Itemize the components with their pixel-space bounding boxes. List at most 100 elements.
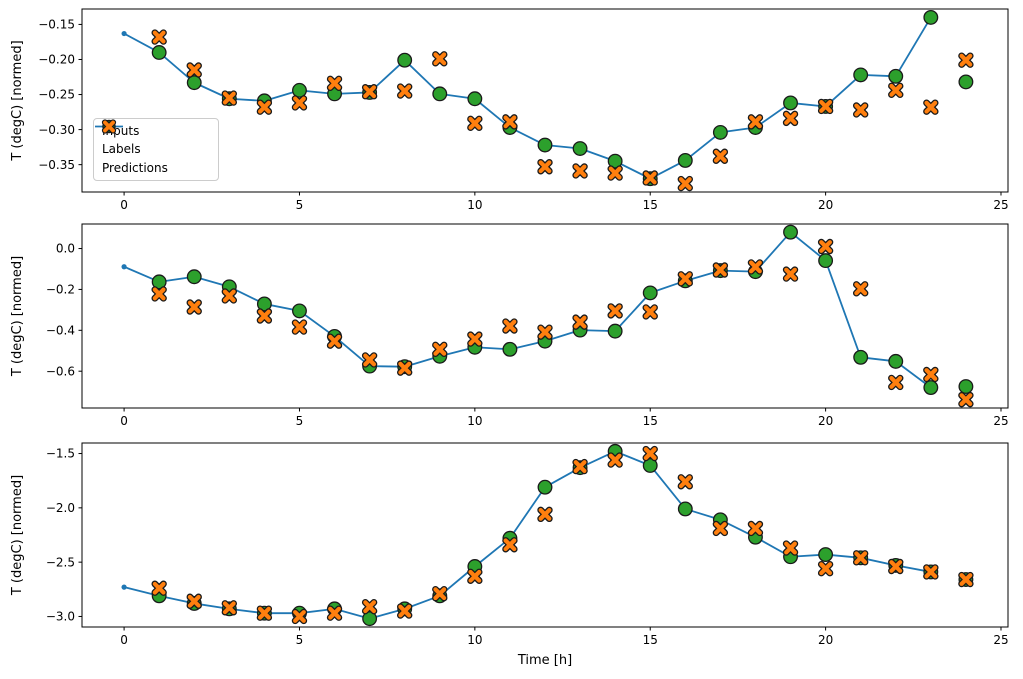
label-marker xyxy=(888,353,904,369)
prediction-marker xyxy=(187,63,201,77)
prediction-marker xyxy=(713,263,727,277)
prediction-marker xyxy=(503,538,517,552)
prediction-marker xyxy=(608,166,622,180)
prediction-marker xyxy=(573,460,587,473)
prediction-marker xyxy=(433,587,447,601)
legend-item-predictions: Predictions xyxy=(101,119,210,174)
label-marker xyxy=(923,9,939,25)
y-tick-label: −2.5 xyxy=(46,555,75,569)
x-tick-label: 20 xyxy=(818,414,833,428)
prediction-marker xyxy=(924,368,938,381)
label-marker xyxy=(677,501,693,517)
label-marker xyxy=(537,479,553,495)
prediction-marker xyxy=(293,320,306,334)
label-marker xyxy=(607,153,623,169)
label-marker xyxy=(256,296,272,312)
label-marker xyxy=(642,458,658,473)
prediction-marker xyxy=(889,83,903,97)
label-marker xyxy=(572,141,588,156)
prediction-marker xyxy=(713,149,727,163)
prediction-marker xyxy=(187,594,201,608)
label-marker xyxy=(186,75,202,91)
label-marker xyxy=(186,269,202,285)
label-marker xyxy=(292,82,307,98)
prediction-marker xyxy=(257,100,271,114)
prediction-marker xyxy=(959,393,973,407)
predictions-x-icon xyxy=(101,119,117,134)
label-marker xyxy=(292,303,307,319)
inputs-line xyxy=(123,231,932,389)
prediction-marker xyxy=(678,177,692,190)
prediction-marker xyxy=(889,560,903,573)
label-marker xyxy=(502,341,518,357)
prediction-marker xyxy=(398,84,412,98)
prediction-marker xyxy=(749,260,762,274)
prediction-marker xyxy=(854,551,868,565)
prediction-marker xyxy=(222,601,236,615)
x-axis-label: Time [h] xyxy=(517,653,572,668)
label-marker xyxy=(783,95,798,111)
prediction-marker xyxy=(503,319,517,333)
input-point-marker xyxy=(121,264,127,270)
y-tick-label: −0.25 xyxy=(38,88,75,102)
prediction-marker xyxy=(749,522,762,535)
prediction-marker xyxy=(222,289,236,303)
prediction-marker xyxy=(328,334,341,348)
label-marker xyxy=(712,124,728,140)
prediction-marker xyxy=(924,565,938,579)
x-tick-label: 10 xyxy=(467,414,482,428)
label-marker xyxy=(151,274,167,290)
prediction-marker xyxy=(784,267,797,281)
prediction-marker xyxy=(573,164,587,178)
label-marker xyxy=(958,379,974,394)
prediction-marker xyxy=(328,76,341,90)
prediction-marker xyxy=(433,342,447,356)
prediction-marker xyxy=(784,111,797,125)
input-point-marker xyxy=(121,30,127,37)
prediction-marker xyxy=(713,522,727,535)
y-axis-label: T (degC) [normed] xyxy=(10,256,25,377)
label-marker xyxy=(537,137,553,153)
x-tick-label: 5 xyxy=(296,198,304,212)
x-tick-label: 15 xyxy=(643,633,658,647)
legend-item-labels: Labels xyxy=(102,119,210,155)
y-tick-label: −0.15 xyxy=(38,18,75,32)
prediction-marker xyxy=(363,600,377,614)
label-marker xyxy=(818,253,834,269)
y-tick-label: −0.4 xyxy=(46,324,75,338)
y-tick-label: −3.0 xyxy=(46,610,75,624)
label-marker xyxy=(888,68,904,84)
prediction-marker xyxy=(749,115,762,129)
x-tick-label: 0 xyxy=(120,633,128,647)
label-marker xyxy=(362,611,378,627)
prediction-marker xyxy=(643,171,657,185)
y-tick-label: −1.5 xyxy=(46,447,75,461)
subplot-3: 0 5 10 15 20 25 −1.5 −2.0 −2.5 −3.0 T (degC) [norm… xyxy=(10,442,1009,668)
prediction-marker xyxy=(819,100,833,113)
prediction-marker xyxy=(222,91,236,105)
prediction-marker xyxy=(503,115,517,129)
label-marker xyxy=(642,285,658,301)
y-tick-label: −0.20 xyxy=(38,53,75,67)
prediction-marker xyxy=(152,30,166,44)
prediction-marker xyxy=(643,305,657,319)
label-marker xyxy=(151,45,167,60)
prediction-marker xyxy=(678,272,692,286)
prediction-marker xyxy=(608,453,622,467)
prediction-marker xyxy=(257,309,271,323)
prediction-marker xyxy=(363,353,377,367)
label-marker xyxy=(432,86,448,102)
y-tick-label: −0.35 xyxy=(38,158,75,172)
axes-frame xyxy=(81,8,1009,193)
prediction-marker xyxy=(293,96,306,110)
label-marker xyxy=(853,349,869,365)
label-marker xyxy=(958,74,974,90)
input-point-marker xyxy=(121,584,127,590)
prediction-marker xyxy=(433,52,447,66)
prediction-marker xyxy=(924,100,938,114)
prediction-marker xyxy=(959,53,973,67)
axes-frame xyxy=(81,442,1009,628)
label-marker xyxy=(923,380,939,396)
x-tick-label: 0 xyxy=(120,198,128,212)
